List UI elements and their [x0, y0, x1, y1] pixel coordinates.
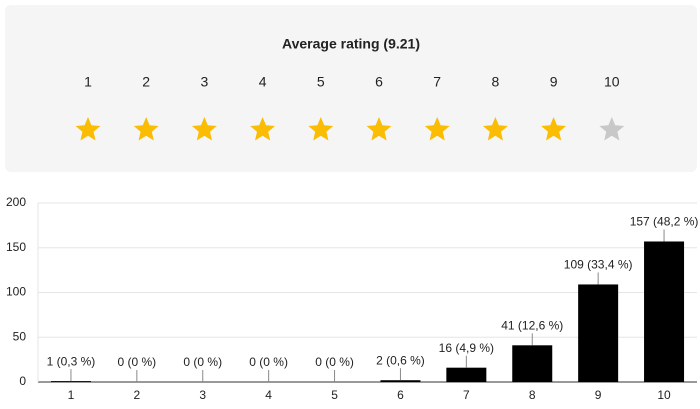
bar — [50, 381, 91, 382]
value-label: 0 (0 %) — [183, 355, 222, 369]
x-tick-label: 8 — [529, 388, 536, 402]
star — [75, 117, 101, 141]
bar — [446, 367, 487, 382]
bar — [512, 345, 553, 382]
star-label: 8 — [492, 74, 500, 90]
star-label: 1 — [84, 74, 92, 90]
value-label: 109 (33,4 %) — [564, 258, 633, 272]
star — [599, 117, 625, 141]
y-tick-label: 100 — [6, 285, 26, 299]
star — [366, 117, 392, 141]
star-label: 3 — [201, 74, 209, 90]
x-tick-label: 10 — [657, 388, 671, 402]
value-label: 0 (0 %) — [315, 355, 354, 369]
star — [250, 117, 275, 141]
y-tick-label: 50 — [13, 329, 27, 343]
value-label: 41 (12,6 %) — [501, 318, 563, 332]
star-label: 10 — [604, 74, 620, 90]
x-tick-label: 7 — [463, 388, 470, 402]
star-label: 2 — [142, 74, 150, 90]
x-tick-label: 4 — [265, 388, 272, 402]
star-label: 7 — [433, 74, 441, 90]
value-label: 0 (0 %) — [118, 355, 157, 369]
star-label: 5 — [317, 74, 325, 90]
x-tick-label: 9 — [595, 388, 602, 402]
y-tick-label: 200 — [6, 195, 26, 209]
bar — [644, 241, 685, 382]
y-tick-label: 150 — [6, 240, 26, 254]
y-tick-label: 0 — [19, 374, 26, 388]
star — [541, 117, 566, 141]
x-tick-label: 6 — [397, 388, 404, 402]
value-label: 157 (48,2 %) — [630, 215, 699, 229]
star — [192, 117, 217, 141]
bar — [578, 284, 619, 382]
star — [424, 117, 450, 141]
x-tick-label: 5 — [331, 388, 338, 402]
star-label: 6 — [375, 74, 383, 90]
x-tick-label: 1 — [68, 388, 75, 402]
star-label: 9 — [550, 74, 558, 90]
value-label: 2 (0,6 %) — [376, 353, 425, 367]
rating-title: Average rating (9.21) — [282, 36, 420, 52]
value-label: 16 (4,9 %) — [439, 341, 494, 355]
rating-panel — [5, 5, 697, 172]
x-tick-label: 3 — [199, 388, 206, 402]
star — [308, 117, 334, 141]
star — [483, 117, 508, 141]
star-label: 4 — [259, 74, 267, 90]
bar — [380, 380, 421, 382]
star — [133, 117, 159, 141]
value-label: 0 (0 %) — [249, 355, 288, 369]
value-label: 1 (0,3 %) — [47, 354, 96, 368]
x-tick-label: 2 — [134, 388, 141, 402]
